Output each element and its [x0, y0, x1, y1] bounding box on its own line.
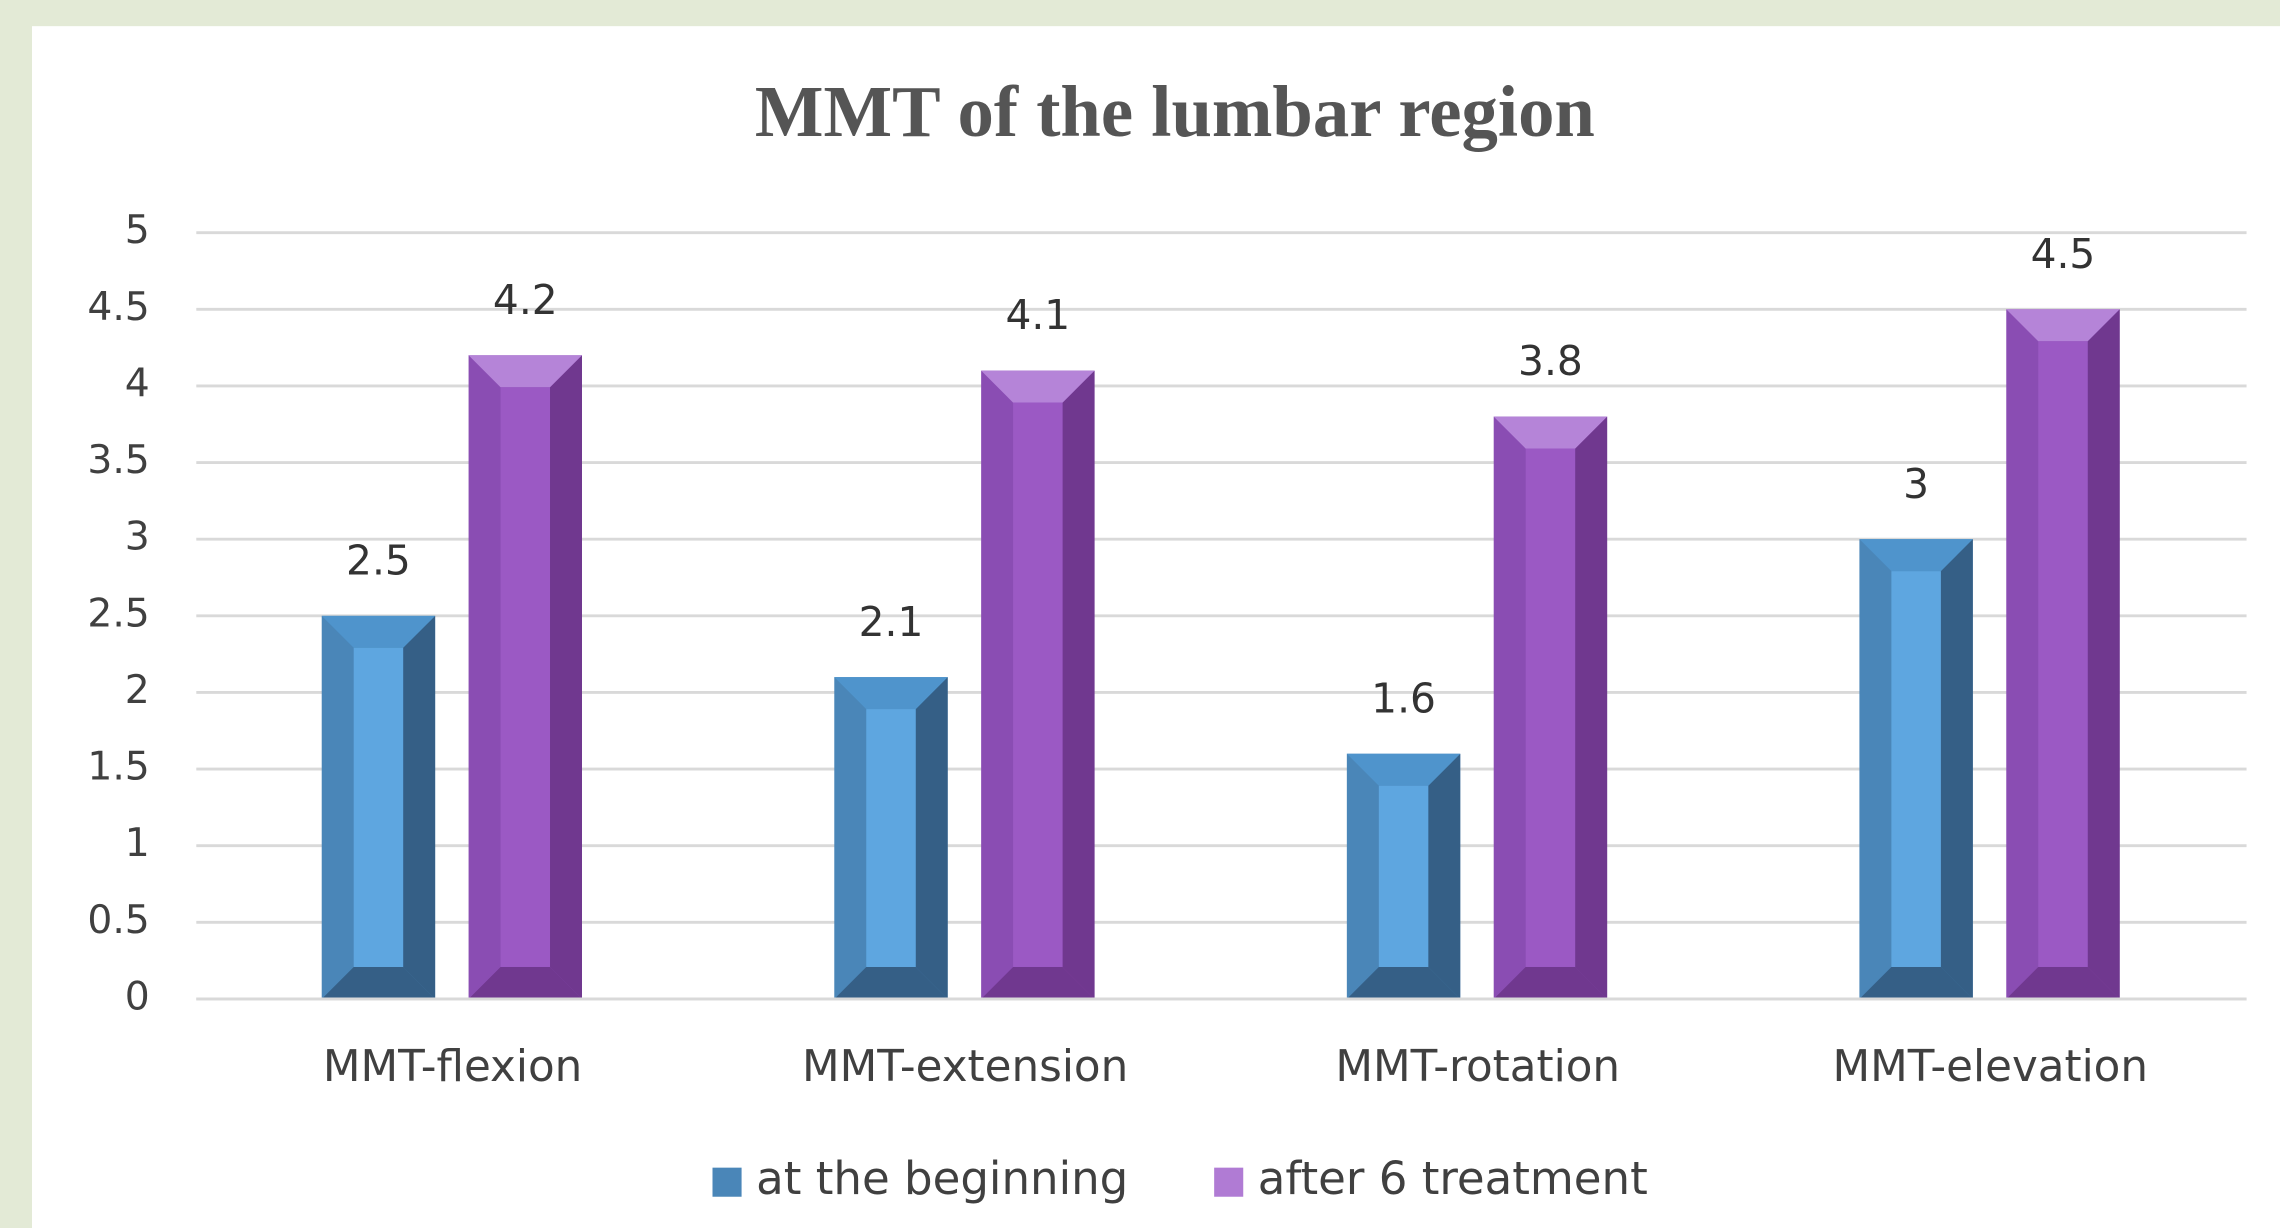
bar-face: [2038, 341, 2088, 967]
value-label: 4.5: [2031, 230, 2096, 278]
x-tick-label: MMT-elevation: [1833, 1042, 2148, 1092]
bar-bevel: [403, 615, 436, 999]
legend-swatch: [712, 1167, 742, 1197]
chart-title: MMT of the lumbar region: [755, 71, 1595, 152]
bar-bevel: [1493, 416, 1608, 449]
x-tick-label: MMT-rotation: [1335, 1042, 1620, 1092]
bar-bevel: [1346, 966, 1461, 999]
bar-bevel: [2006, 309, 2120, 342]
bar-bevel: [834, 966, 948, 999]
y-tick-label: 4: [125, 361, 150, 406]
bar-bevel: [468, 966, 582, 999]
bar-bevel: [834, 677, 948, 710]
bar-face: [1891, 571, 1941, 967]
value-label: 2.1: [859, 598, 924, 646]
bar-bevel: [1575, 416, 1608, 999]
value-label: 2.5: [346, 536, 411, 584]
legend-label: at the beginning: [756, 1152, 1128, 1205]
bar-bevel: [981, 966, 1095, 999]
bar-face: [1378, 785, 1429, 967]
bar-bevel: [1940, 539, 1973, 999]
bar-bevel: [321, 615, 436, 648]
value-label: 3.8: [1518, 337, 1583, 385]
x-tick-label: MMT-extension: [802, 1042, 1128, 1092]
bar-face: [353, 647, 404, 967]
y-tick-label: 0: [125, 974, 150, 1019]
bar-bevel: [550, 355, 582, 999]
value-label: 4.1: [1005, 291, 1070, 339]
bar-bevel: [915, 677, 948, 999]
bar-bevel: [1859, 966, 1973, 999]
value-label: 4.2: [493, 276, 558, 324]
bar-bevel: [1346, 753, 1461, 786]
y-tick-label: 3.5: [87, 438, 149, 483]
bar-face: [1525, 448, 1576, 967]
value-label: 1.6: [1371, 674, 1436, 722]
bar-bevel: [1428, 753, 1461, 999]
x-tick-label: MMT-flexion: [323, 1042, 582, 1092]
legend-label: after 6 treatment: [1258, 1152, 1648, 1205]
bar-bevel: [1859, 539, 1973, 572]
value-label: 3: [1903, 460, 1929, 508]
y-tick-label: 2: [125, 668, 150, 713]
y-tick-label: 2.5: [87, 591, 149, 636]
y-tick-label: 4.5: [87, 285, 149, 330]
y-tick-label: 1: [125, 821, 150, 866]
bar-bevel: [1062, 370, 1095, 999]
bar-bevel: [321, 966, 436, 999]
bar-bevel: [468, 355, 582, 388]
bar-face: [1013, 402, 1063, 967]
bar-bevel: [2087, 309, 2120, 999]
bar-face: [500, 387, 551, 967]
bar-bevel: [981, 370, 1095, 403]
y-tick-label: 1.5: [87, 745, 149, 790]
bar-face: [866, 709, 916, 967]
bar-bevel: [2006, 966, 2120, 999]
legend-swatch: [1214, 1167, 1244, 1197]
bar-bevel: [1493, 966, 1608, 999]
y-tick-label: 0.5: [87, 898, 149, 943]
y-tick-label: 5: [125, 208, 150, 253]
y-tick-label: 3: [125, 515, 150, 560]
